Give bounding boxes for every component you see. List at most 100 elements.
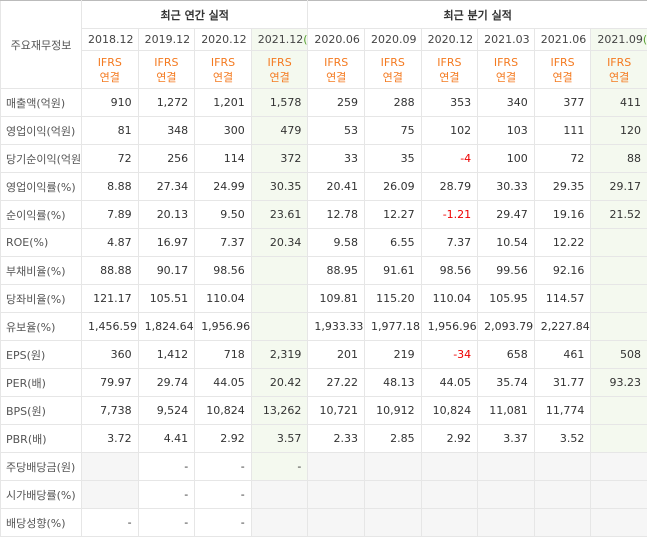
data-row: PER(배) 79.97 29.74 44.05 20.42 27.22 48.13 44.0… bbox=[0, 368, 647, 397]
value-cell: 72 bbox=[533, 144, 592, 173]
standard: IFRS bbox=[154, 55, 179, 69]
period-label: 2018.12 bbox=[88, 33, 134, 46]
value-cell: 29.17 bbox=[590, 172, 647, 201]
basis: 연결 bbox=[99, 70, 120, 84]
period: 2021.03 bbox=[477, 28, 535, 51]
value-cell: 3.57 bbox=[250, 424, 309, 453]
value-cell: 100 bbox=[477, 144, 535, 173]
value-cell: 24.99 bbox=[194, 172, 252, 201]
value-cell: 7.37 bbox=[194, 228, 252, 257]
basis: 연결 bbox=[609, 70, 630, 84]
value-cell: 30.33 bbox=[477, 172, 535, 201]
value-cell bbox=[533, 452, 592, 481]
value-cell: 10,912 bbox=[363, 396, 422, 425]
value-cell: 1,956.96 bbox=[420, 312, 479, 341]
value-cell: 13,262 bbox=[250, 396, 309, 425]
value-cell: 44.05 bbox=[420, 368, 479, 397]
value-cell: 9.58 bbox=[307, 228, 365, 257]
value-cell: 348 bbox=[137, 116, 196, 145]
row-label: 주당배당금(원) bbox=[0, 452, 82, 481]
value-cell: 81 bbox=[81, 116, 139, 145]
value-cell bbox=[363, 480, 422, 509]
value-cell: 31.77 bbox=[533, 368, 592, 397]
value-cell: 12.78 bbox=[307, 200, 365, 229]
value-cell: 114 bbox=[194, 144, 252, 173]
value-cell: 111 bbox=[533, 116, 592, 145]
basis: 연결 bbox=[552, 70, 573, 84]
value-cell: 12.27 bbox=[363, 200, 422, 229]
value-cell: 8.88 bbox=[81, 172, 139, 201]
value-cell: 910 bbox=[81, 88, 139, 117]
value-cell bbox=[81, 452, 139, 481]
standard: IFRS bbox=[97, 55, 122, 69]
value-cell: 1,977.18 bbox=[363, 312, 422, 341]
value-cell: 479 bbox=[250, 116, 309, 145]
standard: IFRS bbox=[267, 55, 292, 69]
value-cell: 88 bbox=[590, 144, 647, 173]
period: 2020.12 bbox=[194, 28, 252, 51]
accounting-standard: IFRS 연결 bbox=[420, 50, 479, 89]
row-label: 영업이익(억원) bbox=[0, 116, 82, 145]
standard: IFRS bbox=[550, 55, 575, 69]
value-cell: 88.88 bbox=[81, 256, 139, 285]
row-label: 당좌비율(%) bbox=[0, 284, 82, 313]
value-cell bbox=[363, 452, 422, 481]
basis: 연결 bbox=[495, 70, 517, 84]
value-cell: 7,738 bbox=[81, 396, 139, 425]
value-cell: 461 bbox=[533, 340, 592, 369]
row-label: 당기순이익(억원) bbox=[0, 144, 82, 173]
value-cell: - bbox=[137, 480, 196, 509]
row-label: 부채비율(%) bbox=[0, 256, 82, 285]
value-cell: 340 bbox=[477, 88, 535, 117]
value-cell: 23.61 bbox=[250, 200, 309, 229]
estimate-mark: (E) bbox=[642, 33, 647, 46]
value-cell: 219 bbox=[363, 340, 422, 369]
value-cell: 10,721 bbox=[307, 396, 365, 425]
value-cell: 53 bbox=[307, 116, 365, 145]
value-cell: 20.13 bbox=[137, 200, 196, 229]
value-cell bbox=[590, 396, 647, 425]
period-label: 2021.06 bbox=[540, 33, 587, 46]
standard: IFRS bbox=[493, 55, 519, 69]
value-cell: 1,578 bbox=[250, 88, 309, 117]
value-cell bbox=[250, 256, 309, 285]
value-cell: 360 bbox=[81, 340, 139, 369]
value-cell bbox=[250, 508, 309, 537]
value-cell: 10,824 bbox=[420, 396, 479, 425]
value-cell bbox=[590, 312, 647, 341]
row-label: BPS(원) bbox=[0, 396, 82, 425]
value-cell: 6.55 bbox=[363, 228, 422, 257]
value-cell: 508 bbox=[590, 340, 647, 369]
value-cell: 28.79 bbox=[420, 172, 479, 201]
data-row: PBR(배) 3.72 4.41 2.92 3.57 2.33 2.85 2.92 3.37 3.… bbox=[0, 424, 647, 453]
row-label: PER(배) bbox=[0, 368, 82, 397]
value-cell: 35 bbox=[363, 144, 422, 173]
value-cell bbox=[250, 480, 309, 509]
value-cell: 88.95 bbox=[307, 256, 365, 285]
value-cell bbox=[590, 508, 647, 537]
value-cell: 3.37 bbox=[477, 424, 535, 453]
value-cell: 11,081 bbox=[477, 396, 535, 425]
period: 2019.12 bbox=[137, 28, 196, 51]
accounting-standard: IFRS 연결 bbox=[363, 50, 422, 89]
value-cell bbox=[590, 452, 647, 481]
value-cell: 11,774 bbox=[533, 396, 592, 425]
value-cell: 256 bbox=[137, 144, 196, 173]
value-cell: 90.17 bbox=[137, 256, 196, 285]
value-cell: 44.05 bbox=[194, 368, 252, 397]
data-row: 영업이익률(%) 8.88 27.34 24.99 30.35 20.41 26.09 28.… bbox=[0, 172, 647, 201]
period-label: 2021.09 bbox=[597, 33, 643, 46]
value-cell: 16.97 bbox=[137, 228, 196, 257]
value-cell bbox=[533, 480, 592, 509]
data-row: 영업이익(억원) 81 348 300 479 53 75 102 103 111 120 bbox=[0, 116, 647, 145]
value-cell: - bbox=[194, 452, 252, 481]
value-cell bbox=[307, 508, 365, 537]
value-cell: 2.85 bbox=[363, 424, 422, 453]
basis: 연결 bbox=[382, 70, 403, 84]
value-cell: 1,201 bbox=[194, 88, 252, 117]
value-cell: 377 bbox=[533, 88, 592, 117]
value-cell: 658 bbox=[477, 340, 535, 369]
value-cell: 30.35 bbox=[250, 172, 309, 201]
